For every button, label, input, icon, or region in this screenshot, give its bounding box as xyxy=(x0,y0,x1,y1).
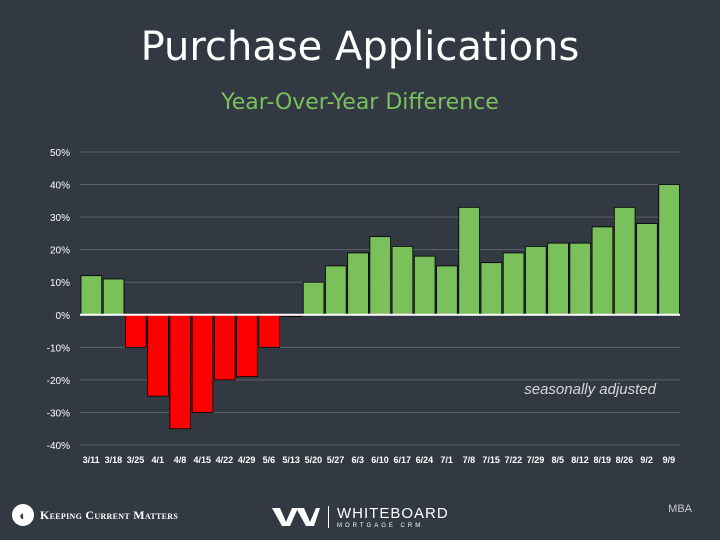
page-title: Purchase Applications xyxy=(140,24,580,70)
bar xyxy=(236,314,258,378)
y-tick-label: 30% xyxy=(50,213,70,224)
page-subtitle: Year-Over-Year Difference xyxy=(221,90,499,115)
x-tick-label: 8/5 xyxy=(552,455,565,465)
y-tick-label: -30% xyxy=(47,408,70,419)
bar xyxy=(147,314,169,397)
bar xyxy=(369,236,392,316)
x-tick-label: 4/29 xyxy=(238,455,256,465)
x-tick-label: 6/24 xyxy=(416,455,434,465)
bar xyxy=(102,278,125,316)
x-tick-label: 4/15 xyxy=(193,455,211,465)
x-tick-label: 3/25 xyxy=(127,455,145,465)
y-tick-label: -20% xyxy=(47,376,70,387)
bar xyxy=(525,246,547,316)
bar xyxy=(658,184,680,316)
bar xyxy=(391,246,414,316)
x-tick-label: 9/2 xyxy=(640,455,653,465)
bar xyxy=(191,314,214,413)
x-tick-label: 8/26 xyxy=(616,455,634,465)
bar xyxy=(169,314,192,430)
bar xyxy=(125,314,147,348)
x-tick-label: 4/22 xyxy=(216,455,234,465)
x-tick-label: 4/1 xyxy=(152,455,165,465)
bar xyxy=(569,242,592,316)
x-tick-label: 8/12 xyxy=(571,455,589,465)
x-tick-label: 6/3 xyxy=(352,455,365,465)
x-tick-label: 5/27 xyxy=(327,455,345,465)
bar xyxy=(547,242,569,316)
x-tick-label: 7/1 xyxy=(440,455,453,465)
x-tick-label: 5/6 xyxy=(263,455,276,465)
bar xyxy=(591,226,614,316)
bar-chart: 50% 40% 30% 20% 10% 0% -10% -20% -30% -40% 3/11 3/1… xyxy=(47,148,680,465)
bar xyxy=(80,275,103,316)
x-tick-label: 7/8 xyxy=(463,455,476,465)
x-tick-label: 5/20 xyxy=(305,455,323,465)
bar xyxy=(347,252,369,316)
x-tick-label: 9/9 xyxy=(663,455,676,465)
bar xyxy=(325,265,347,316)
x-tick-label: 4/8 xyxy=(174,455,187,465)
kcm-logo-text: Keeping Current Matters xyxy=(40,507,179,522)
logo-divider xyxy=(328,506,329,528)
bar xyxy=(458,206,480,316)
whiteboard-w-icon xyxy=(272,508,320,526)
bar xyxy=(302,281,325,316)
y-tick-label: 20% xyxy=(50,246,70,257)
y-tick-label: -40% xyxy=(47,441,70,452)
bar xyxy=(636,223,658,316)
x-tick-label: 8/19 xyxy=(593,455,611,465)
bar xyxy=(258,314,280,348)
y-tick-label: -10% xyxy=(47,343,70,354)
source-label: MBA xyxy=(668,503,692,515)
whiteboard-logo-sub: MORTGAGE CRM xyxy=(337,523,424,529)
x-tick-label: 7/15 xyxy=(482,455,500,465)
x-tick-label: 7/22 xyxy=(505,455,523,465)
whiteboard-logo: WHITEBOARD MORTGAGE CRM xyxy=(272,505,449,529)
bar xyxy=(480,262,503,316)
bar xyxy=(502,252,525,316)
x-tick-label: 5/13 xyxy=(282,455,300,465)
y-tick-label: 0% xyxy=(56,311,71,322)
x-tick-label: 3/11 xyxy=(83,455,100,465)
annotation-seasonally-adjusted: seasonally adjusted xyxy=(524,381,656,398)
y-tick-label: 40% xyxy=(50,181,70,192)
bar xyxy=(213,314,236,381)
whiteboard-logo-name: WHITEBOARD xyxy=(337,505,449,522)
bar xyxy=(413,255,436,316)
x-tick-label: 3/18 xyxy=(105,455,123,465)
x-tick-label: 6/17 xyxy=(393,455,411,465)
x-tick-label: 7/29 xyxy=(527,455,545,465)
keeping-current-matters-logo: ◐ Keeping Current Matters xyxy=(12,504,178,526)
kcm-circle-icon: ◐ xyxy=(12,504,34,526)
x-tick-label: 6/10 xyxy=(371,455,389,465)
y-tick-label: 10% xyxy=(50,278,70,289)
y-tick-label: 50% xyxy=(50,148,70,159)
bar xyxy=(436,265,458,316)
bar xyxy=(613,206,636,316)
